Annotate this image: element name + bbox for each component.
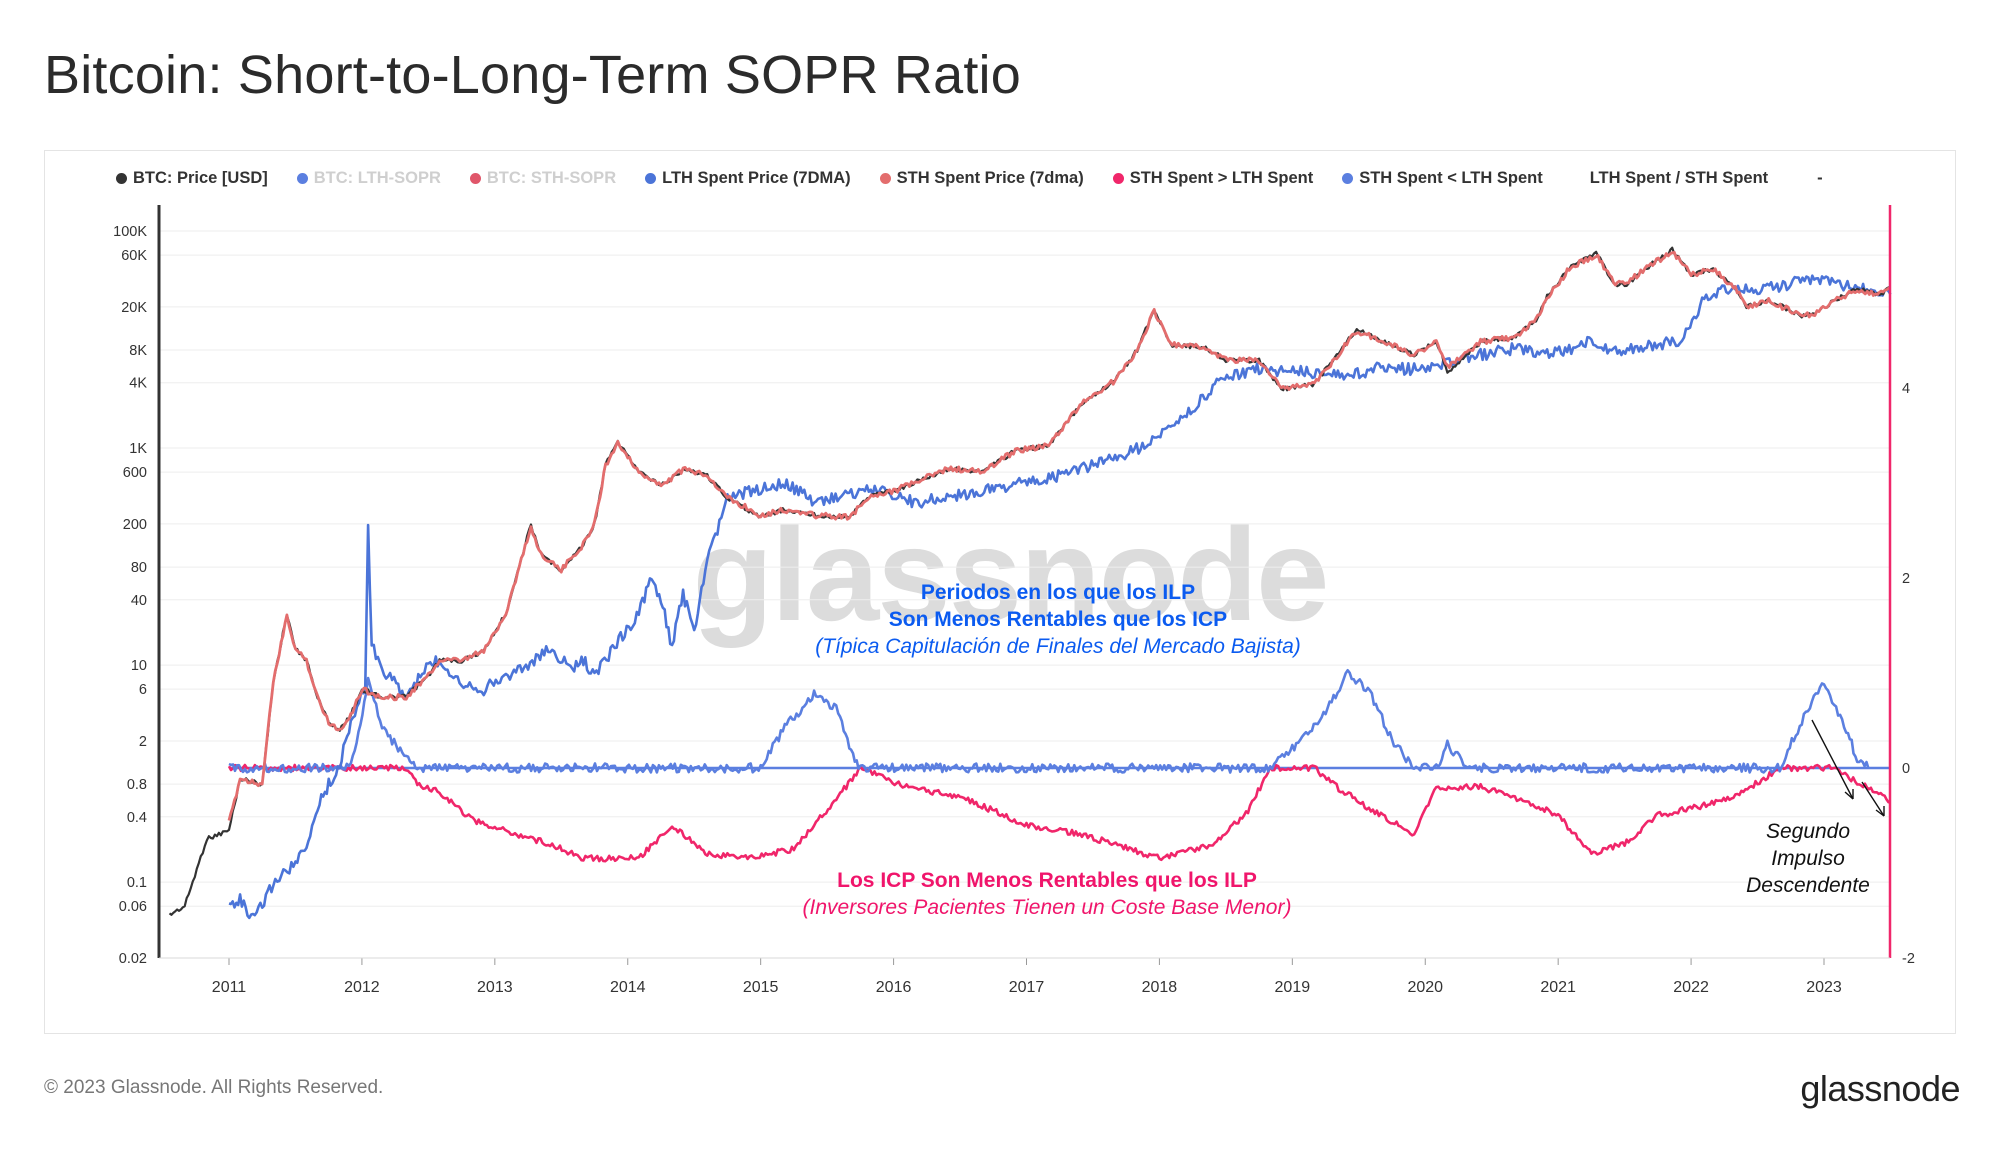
- legend-item-sth-gt-lth[interactable]: STH Spent > LTH Spent: [1112, 168, 1314, 188]
- legend-label: LTH Spent Price (7DMA): [662, 168, 851, 187]
- copyright-text: © 2023 Glassnode. All Rights Reserved.: [44, 1077, 384, 1098]
- x-axis: 2011 2012 2013 2014 2015 2016 2017 2018 2019 2020…: [212, 958, 1842, 996]
- legend-label: STH Spent Price (7dma): [896, 168, 1084, 187]
- x-tick-label: 2023: [1806, 979, 1842, 996]
- annotation-pink-line2: (Inversores Pacientes Tienen un Coste Ba…: [803, 896, 1292, 919]
- legend-label: STH Spent > LTH Spent: [1129, 168, 1314, 187]
- annotation-blue-line3: (Típica Capitulación de Finales del Merc…: [815, 635, 1301, 658]
- annotation-pink-line1: Los ICP Son Menos Rentables que los ILP: [837, 869, 1257, 892]
- legend-label: BTC: LTH-SOPR: [313, 168, 441, 187]
- y-tick-label-left: 10: [131, 658, 147, 674]
- series-line-ratio-low: [227, 763, 1892, 863]
- annotation-blue-line1: Periodos en los que los ILP: [921, 581, 1195, 604]
- x-tick-label: 2014: [610, 979, 646, 996]
- legend-item-lth-spent-price[interactable]: LTH Spent Price (7DMA): [645, 169, 851, 188]
- y-tick-label-right: 4: [1902, 381, 1910, 397]
- x-tick-label: 2012: [344, 979, 380, 996]
- y-tick-label-left: 0.1: [127, 875, 147, 891]
- y-axis-right: 4 2 0 -2: [1902, 381, 1915, 967]
- annotation-arrowhead-1: [1844, 789, 1854, 800]
- y-tick-label-right: -2: [1902, 951, 1915, 967]
- legend-swatch: [296, 172, 308, 184]
- legend-item-dash[interactable]: -: [1817, 169, 1823, 188]
- y-tick-label-left: 80: [131, 560, 147, 576]
- x-tick-label: 2022: [1673, 979, 1709, 996]
- series-line-ratio-high: [228, 669, 1870, 774]
- legend-label: BTC: STH-SOPR: [486, 168, 617, 187]
- y-tick-label-left: 200: [123, 517, 147, 533]
- legend-item-sth-sopr[interactable]: BTC: STH-SOPR: [469, 168, 617, 188]
- legend-item-price[interactable]: BTC: Price [USD]: [116, 169, 268, 188]
- legend-label: LTH Spent / STH Spent: [1589, 168, 1769, 187]
- legend-item-sth-lt-lth[interactable]: STH Spent < LTH Spent: [1342, 169, 1543, 188]
- annotation-black-line3: Descendente: [1746, 874, 1870, 897]
- y-tick-label-left: 60K: [121, 248, 147, 264]
- y-tick-label-left: 100K: [113, 224, 147, 240]
- x-tick-label: 2020: [1407, 979, 1443, 996]
- x-tick-label: 2021: [1540, 979, 1576, 996]
- x-tick-label: 2019: [1275, 979, 1311, 996]
- y-tick-label-left: 600: [123, 465, 147, 481]
- y-tick-label-right: 2: [1902, 571, 1910, 587]
- page-title: Bitcoin: Short-to-Long-Term SOPR Ratio: [44, 45, 1021, 105]
- x-tick-label: 2015: [743, 979, 779, 996]
- chart-panel: [44, 150, 1956, 1034]
- legend-swatch: [1342, 172, 1354, 184]
- x-tick-label: 2011: [212, 979, 247, 996]
- brand-logo: glassnode: [1800, 1068, 1960, 1109]
- y-tick-label-right: 0: [1902, 761, 1910, 777]
- y-tick-label-left: 6: [139, 682, 147, 698]
- annotation-arrow-1: [1811, 719, 1854, 800]
- watermark: glassnode: [693, 501, 1328, 648]
- y-axis-left: 100K 60K 20K 8K 4K 1K 600 200 80 40 10 6 2 0.8 0.4 0.1 0…: [113, 224, 147, 967]
- legend-item-ratio[interactable]: LTH Spent / STH Spent: [1590, 169, 1768, 188]
- series-line-lth-price: [228, 274, 1892, 920]
- legend-swatch: [645, 172, 657, 184]
- y-tick-label-left: 20K: [121, 300, 147, 316]
- legend-item-lth-sopr[interactable]: BTC: LTH-SOPR: [296, 168, 441, 188]
- y-tick-label-left: 4K: [129, 376, 147, 392]
- annotation-arrow-2: [1861, 781, 1885, 817]
- x-tick-label: 2013: [477, 979, 513, 996]
- y-tick-label-left: 2: [139, 734, 147, 750]
- legend-label: STH Spent < LTH Spent: [1359, 168, 1543, 187]
- legend-swatch: [879, 172, 891, 184]
- legend-label: BTC: Price [USD]: [133, 168, 268, 187]
- legend-label: -: [1817, 168, 1823, 187]
- chart-legend: BTC: Price [USD] BTC: LTH-SOPR BTC: STH-…: [116, 166, 1823, 190]
- legend-swatch: [1112, 172, 1124, 184]
- annotation-black-line1: Segundo: [1766, 820, 1850, 843]
- x-tick-label: 2016: [876, 979, 912, 996]
- y-tick-label-left: 40: [131, 593, 147, 609]
- y-tick-label-left: 0.4: [127, 810, 147, 826]
- series-group: [168, 246, 1892, 920]
- y-tick-label-left: 1K: [129, 441, 147, 457]
- series-line-sth-price: [227, 250, 1891, 821]
- legend-item-sth-spent-price[interactable]: STH Spent Price (7dma): [879, 168, 1084, 188]
- legend-swatch: [469, 172, 481, 184]
- legend-swatch: [116, 172, 127, 184]
- x-tick-label: 2018: [1142, 979, 1178, 996]
- x-tick-label: 2017: [1009, 979, 1045, 996]
- annotation-black-line2: Impulso: [1771, 847, 1845, 870]
- y-tick-label-left: 0.02: [119, 951, 147, 967]
- y-tick-label-left: 0.06: [119, 899, 147, 915]
- annotation-arrowhead-2: [1875, 806, 1885, 817]
- annotation-blue-line2: Son Menos Rentables que los ICP: [889, 608, 1227, 631]
- y-tick-label-left: 8K: [129, 343, 147, 359]
- y-tick-label-left: 0.8: [127, 777, 147, 793]
